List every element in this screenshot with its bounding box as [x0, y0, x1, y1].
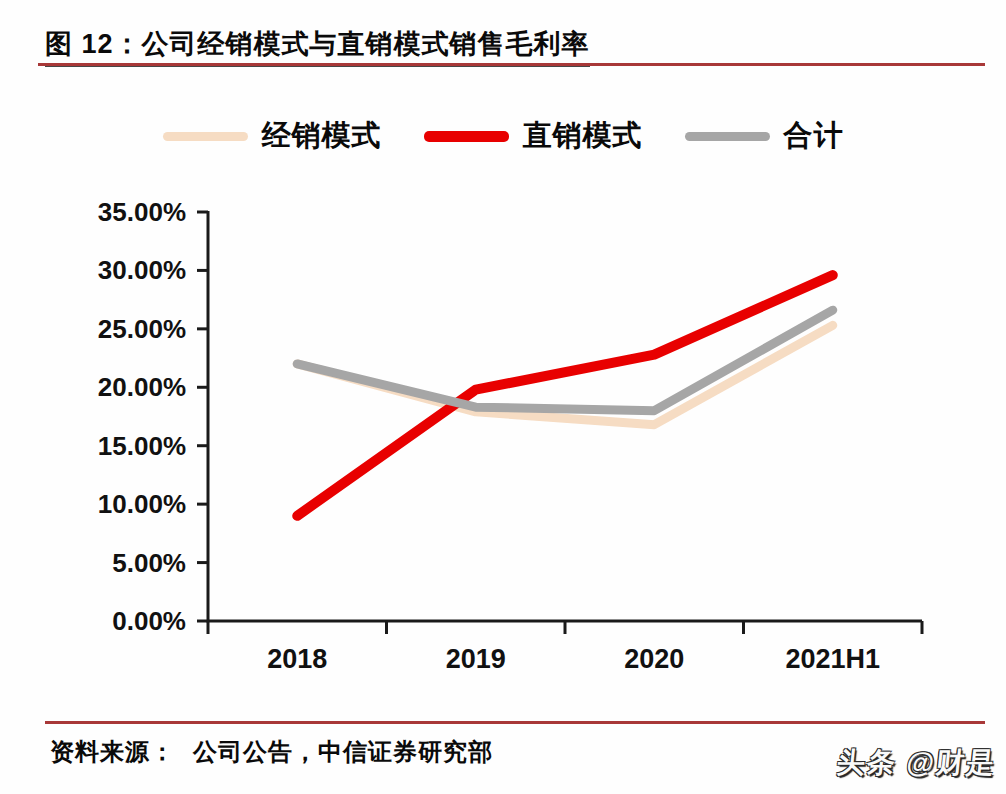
watermark-text: 头条 @财是 [835, 744, 998, 782]
y-axis-label: 20.00% [98, 372, 186, 402]
x-axis-label: 2021H1 [785, 644, 880, 674]
y-axis-label: 15.00% [98, 431, 186, 461]
y-axis-label: 35.00% [98, 197, 186, 227]
x-axis-label: 2019 [446, 644, 506, 674]
y-axis-label: 0.00% [112, 606, 186, 636]
y-axis-label: 10.00% [98, 489, 186, 519]
source-note: 资料来源： 公司公告，中信证券研究部 [50, 736, 493, 768]
x-axis-label: 2020 [624, 644, 684, 674]
footer-divider-rule [45, 721, 985, 724]
series-line-2 [297, 310, 833, 410]
source-label: 资料来源： [50, 738, 175, 765]
y-axis-label: 25.00% [98, 314, 186, 344]
source-text: 公司公告，中信证券研究部 [193, 738, 493, 765]
y-axis-label: 5.00% [112, 548, 186, 578]
report-figure-page: 图 12：公司经销模式与直销模式销售毛利率 经销模式 直销模式 合计 0.00%… [0, 0, 1006, 794]
line-chart: 0.00% 5.00% 10.00% 15.00% 20.00% 25.00% 30.00%… [0, 0, 1006, 794]
series-line-1 [297, 275, 833, 516]
x-axis-label: 2018 [267, 644, 327, 674]
y-axis-label: 30.00% [98, 255, 186, 285]
